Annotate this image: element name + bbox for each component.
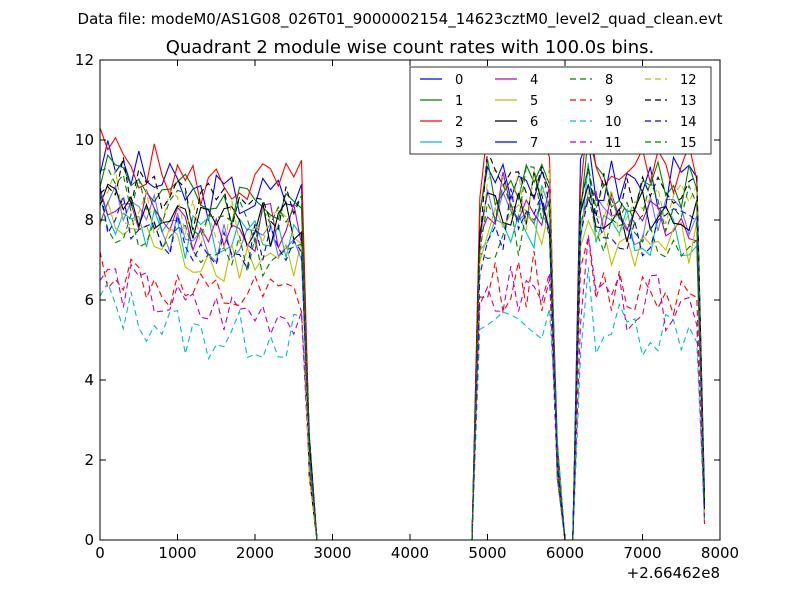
legend-label-12: 12 bbox=[680, 73, 697, 88]
series-line-6 bbox=[100, 171, 706, 540]
x-tick-label: 8000 bbox=[701, 544, 739, 562]
legend-label-11: 11 bbox=[605, 136, 622, 151]
legend-label-8: 8 bbox=[605, 73, 613, 88]
series-line-15 bbox=[100, 165, 706, 540]
legend-label-2: 2 bbox=[455, 115, 463, 130]
y-tick-label: 0 bbox=[84, 531, 94, 549]
legend-label-13: 13 bbox=[680, 94, 697, 109]
legend-label-3: 3 bbox=[455, 136, 463, 151]
series-line-14 bbox=[100, 186, 706, 540]
x-tick-label: 1000 bbox=[158, 544, 196, 562]
y-tick-label: 6 bbox=[84, 291, 94, 309]
x-tick-label: 2000 bbox=[236, 544, 274, 562]
chart-supertitle: Data file: modeM0/AS1G08_026T01_90000021… bbox=[78, 10, 723, 29]
legend-label-6: 6 bbox=[530, 115, 538, 130]
series-line-7 bbox=[100, 184, 706, 540]
y-tick-label: 12 bbox=[75, 51, 94, 69]
legend-label-0: 0 bbox=[455, 73, 463, 88]
legend-label-1: 1 bbox=[455, 94, 463, 109]
y-tick-label: 10 bbox=[75, 131, 94, 149]
x-tick-label: 4000 bbox=[391, 544, 429, 562]
legend-label-14: 14 bbox=[680, 115, 697, 130]
x-axis: 0 1000 2000 3000 4000 5000 6000 7000 8000 bbox=[95, 60, 739, 562]
y-tick-label: 8 bbox=[84, 211, 94, 229]
x-tick-label: 5000 bbox=[468, 544, 506, 562]
x-tick-label: 7000 bbox=[623, 544, 661, 562]
legend-label-10: 10 bbox=[605, 115, 622, 130]
x-tick-label: 3000 bbox=[313, 544, 351, 562]
series-line-5 bbox=[100, 199, 706, 540]
y-tick-label: 2 bbox=[84, 451, 94, 469]
legend-label-15: 15 bbox=[680, 136, 697, 151]
x-offset-label: +2.66462e8 bbox=[627, 564, 720, 582]
chart-title: Quadrant 2 module wise count rates with … bbox=[166, 37, 655, 58]
series-line-10 bbox=[100, 267, 706, 540]
legend-label-7: 7 bbox=[530, 136, 538, 151]
legend-box bbox=[409, 66, 712, 155]
series-line-3 bbox=[100, 162, 706, 540]
series-lines bbox=[100, 111, 706, 540]
series-line-0 bbox=[100, 138, 706, 540]
y-tick-label: 4 bbox=[84, 371, 94, 389]
plot-area bbox=[100, 111, 706, 540]
x-tick-label: 6000 bbox=[546, 544, 584, 562]
series-line-13 bbox=[100, 150, 706, 540]
x-tick-label: 0 bbox=[95, 544, 105, 562]
legend-label-4: 4 bbox=[530, 73, 538, 88]
series-line-2 bbox=[100, 111, 706, 540]
series-line-11 bbox=[100, 235, 706, 540]
legend-label-5: 5 bbox=[530, 94, 538, 109]
series-line-9 bbox=[100, 237, 706, 540]
legend-label-9: 9 bbox=[605, 94, 613, 109]
series-line-8 bbox=[100, 194, 706, 540]
